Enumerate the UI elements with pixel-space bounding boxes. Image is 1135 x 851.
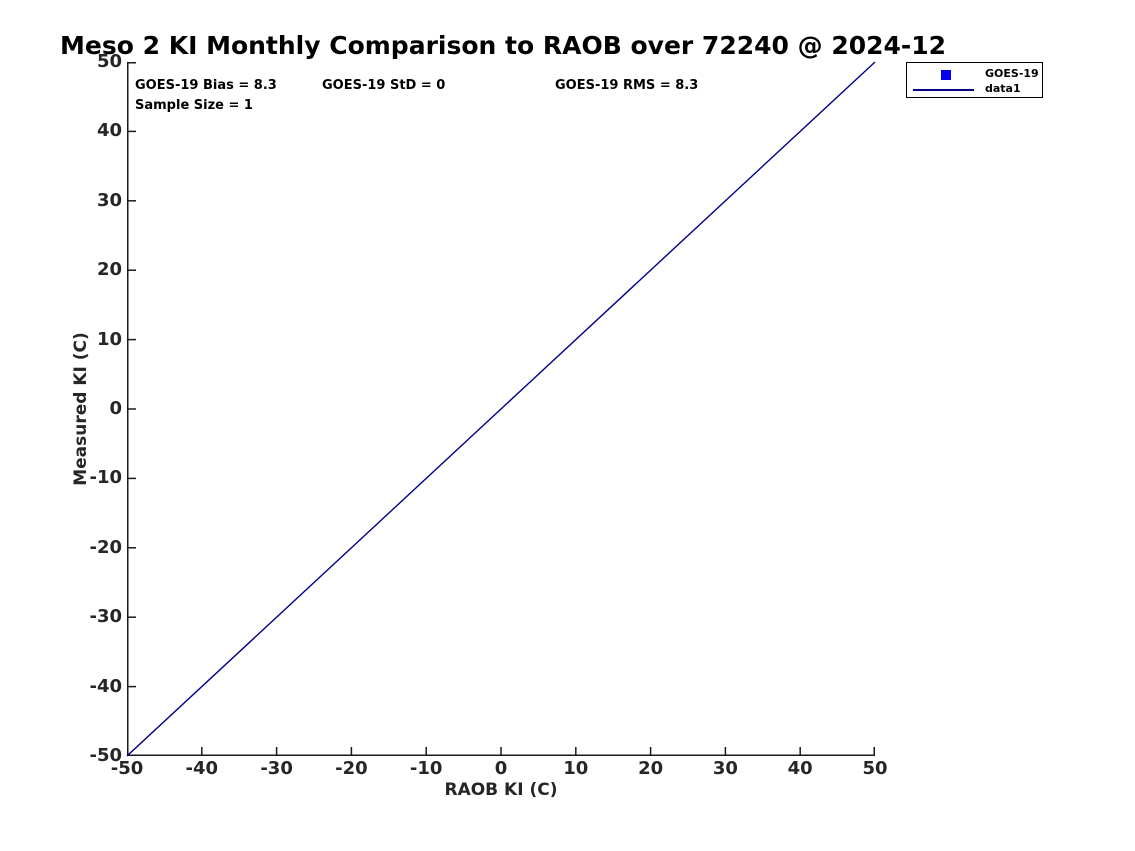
y-tick-label: 30 bbox=[96, 189, 122, 211]
plot-area bbox=[126, 61, 876, 757]
x-tick-label: -50 bbox=[110, 758, 144, 779]
annotation-std: GOES-19 StD = 0 bbox=[322, 78, 446, 93]
x-tick-label: -30 bbox=[260, 758, 293, 779]
annotation-sample-size: Sample Size = 1 bbox=[135, 98, 253, 113]
y-tick-label: 50 bbox=[96, 51, 122, 72]
y-tick-label: 0 bbox=[109, 398, 122, 419]
chart-title: Meso 2 KI Monthly Comparison to RAOB ove… bbox=[60, 31, 947, 60]
legend-box: GOES-19 data1 bbox=[906, 62, 1043, 98]
y-tick-label: -20 bbox=[89, 536, 122, 558]
x-tick-label: 10 bbox=[563, 758, 589, 779]
x-tick-label: -10 bbox=[409, 758, 443, 779]
x-tick-label: 50 bbox=[862, 758, 888, 779]
x-axis-label: RAOB KI (C) bbox=[444, 780, 558, 800]
plot-svg bbox=[126, 61, 876, 757]
y-tick-label: -10 bbox=[89, 467, 122, 489]
y-tick-label: 40 bbox=[96, 120, 122, 142]
y-tick-label: -30 bbox=[89, 606, 122, 628]
annotation-rms: GOES-19 RMS = 8.3 bbox=[555, 78, 699, 93]
y-tick-label: 20 bbox=[96, 259, 122, 281]
y-tick-label: -40 bbox=[89, 675, 122, 697]
x-tick-label: -20 bbox=[335, 758, 368, 779]
y-axis-label: Measured KI (C) bbox=[71, 332, 91, 486]
x-tick-label: 40 bbox=[787, 758, 813, 779]
legend-square-marker bbox=[941, 70, 951, 80]
y-tick-label: -50 bbox=[89, 745, 122, 766]
y-tick-label: 10 bbox=[96, 328, 122, 350]
annotation-bias: GOES-19 Bias = 8.3 bbox=[135, 78, 277, 93]
legend-label-data1: data1 bbox=[985, 82, 1021, 95]
legend-line-marker bbox=[913, 89, 974, 91]
legend-label-goes19: GOES-19 bbox=[985, 67, 1039, 80]
x-tick-label: 30 bbox=[712, 758, 738, 779]
x-tick-label: -40 bbox=[185, 758, 219, 779]
x-tick-label: 0 bbox=[494, 758, 508, 779]
x-tick-label: 20 bbox=[638, 758, 664, 779]
series-data1 bbox=[126, 61, 876, 757]
